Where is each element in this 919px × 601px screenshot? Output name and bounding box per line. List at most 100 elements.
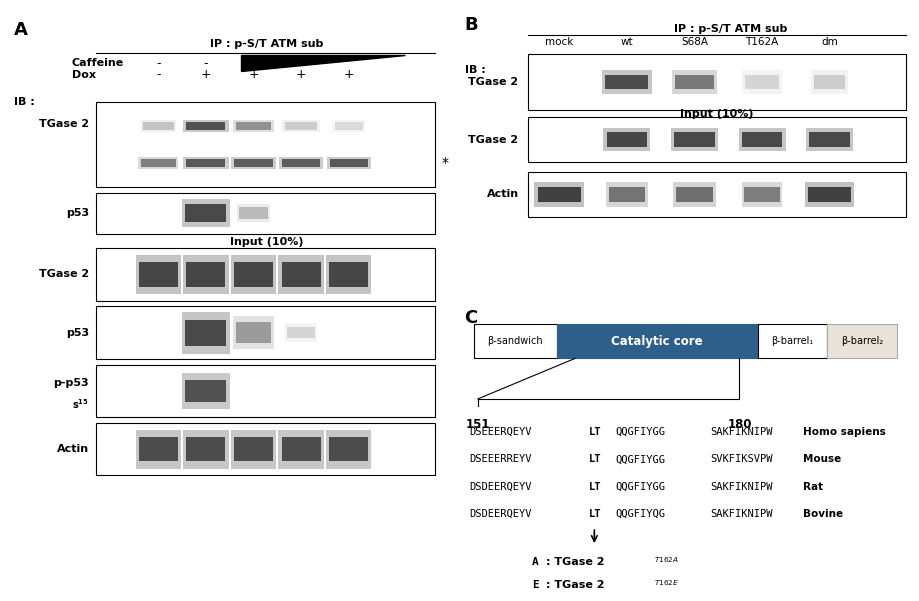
Bar [139, 262, 177, 287]
Bar [287, 327, 315, 338]
Text: +: + [200, 69, 211, 82]
Text: S68A: S68A [680, 37, 707, 47]
Bar [556, 324, 756, 358]
Bar [813, 75, 845, 89]
Bar [603, 128, 650, 151]
Bar [232, 157, 276, 169]
Bar [329, 437, 368, 462]
Bar [281, 437, 320, 462]
Bar [187, 159, 225, 167]
Bar [236, 122, 270, 130]
Bar [182, 373, 230, 409]
Bar [233, 120, 273, 132]
Bar [182, 312, 230, 353]
Text: $^{T162A}$: $^{T162A}$ [653, 557, 678, 567]
Bar [675, 75, 713, 89]
Text: Input (10%): Input (10%) [230, 237, 303, 247]
Text: SVKFIKSVPW: SVKFIKSVPW [709, 454, 772, 465]
Text: T162A: T162A [744, 37, 777, 47]
Bar [96, 365, 435, 417]
Text: Rat: Rat [801, 482, 822, 492]
Bar [138, 157, 178, 169]
Text: C: C [464, 310, 477, 328]
Text: LT: LT [588, 454, 600, 465]
Bar [675, 186, 712, 203]
Text: B: B [464, 16, 478, 34]
Bar [282, 120, 320, 132]
Bar [538, 186, 580, 203]
Bar [278, 255, 323, 294]
Text: : TGase 2: : TGase 2 [545, 557, 604, 567]
Bar [809, 132, 849, 147]
Polygon shape [240, 55, 404, 72]
Bar [183, 255, 228, 294]
Text: Dox: Dox [72, 70, 96, 80]
Text: mock: mock [544, 37, 573, 47]
Bar [141, 120, 176, 132]
Bar [672, 70, 716, 94]
Text: Mouse: Mouse [801, 454, 840, 465]
Bar [236, 323, 270, 343]
Bar [237, 204, 269, 222]
Text: 151: 151 [465, 418, 490, 430]
Text: TGase 2: TGase 2 [468, 135, 518, 145]
Bar [811, 70, 847, 94]
Text: DSDEERQEYV: DSDEERQEYV [469, 482, 531, 492]
Bar [608, 186, 644, 203]
Bar [606, 182, 647, 207]
Bar [233, 316, 273, 349]
Text: Catalytic core: Catalytic core [611, 335, 702, 347]
Bar [670, 128, 717, 151]
Text: Bovine: Bovine [801, 509, 842, 519]
Bar [187, 262, 225, 287]
Bar [231, 255, 276, 294]
Bar [139, 437, 177, 462]
Text: $\mathbf{s^{15}}$: $\mathbf{s^{15}}$ [73, 397, 89, 411]
Text: wt: wt [619, 37, 632, 47]
Bar [804, 182, 854, 207]
Bar [744, 75, 778, 89]
Bar [738, 128, 785, 151]
Text: DSEEERREYV: DSEEERREYV [469, 454, 531, 465]
Text: -: - [156, 69, 161, 82]
Text: QQGFIYGG: QQGFIYGG [615, 454, 664, 465]
Text: +: + [343, 69, 354, 82]
Text: LT: LT [588, 482, 600, 492]
Bar [233, 437, 273, 462]
Bar [183, 120, 228, 132]
Bar [332, 120, 365, 132]
Bar [136, 255, 181, 294]
Text: LT: LT [588, 509, 600, 519]
Bar [674, 132, 714, 147]
Text: β-barrel₁: β-barrel₁ [770, 336, 812, 346]
Bar [473, 324, 556, 358]
Text: : TGase 2: : TGase 2 [545, 580, 604, 590]
Bar [96, 193, 435, 234]
Bar [601, 70, 651, 94]
Text: TGase 2: TGase 2 [39, 118, 89, 129]
Bar [186, 320, 226, 346]
Text: Actin: Actin [486, 189, 518, 200]
Text: E: E [531, 580, 539, 590]
Bar [186, 204, 226, 222]
Bar [606, 132, 646, 147]
Text: LT: LT [588, 427, 600, 437]
Bar [805, 128, 852, 151]
Text: QQGFIYGG: QQGFIYGG [615, 427, 664, 437]
Bar [325, 255, 370, 294]
Bar [325, 430, 370, 469]
Bar [528, 54, 905, 110]
Bar [282, 159, 320, 167]
Text: SAKFIKNIPW: SAKFIKNIPW [709, 427, 772, 437]
Bar [96, 307, 435, 359]
Text: 180: 180 [726, 418, 751, 430]
Text: -: - [203, 57, 208, 70]
Bar [278, 430, 323, 469]
Bar [605, 75, 648, 89]
Bar [231, 430, 276, 469]
Bar [672, 182, 715, 207]
Bar [285, 323, 317, 342]
Bar [534, 182, 584, 207]
Bar [741, 182, 781, 207]
Text: β-sandwich: β-sandwich [487, 336, 542, 346]
